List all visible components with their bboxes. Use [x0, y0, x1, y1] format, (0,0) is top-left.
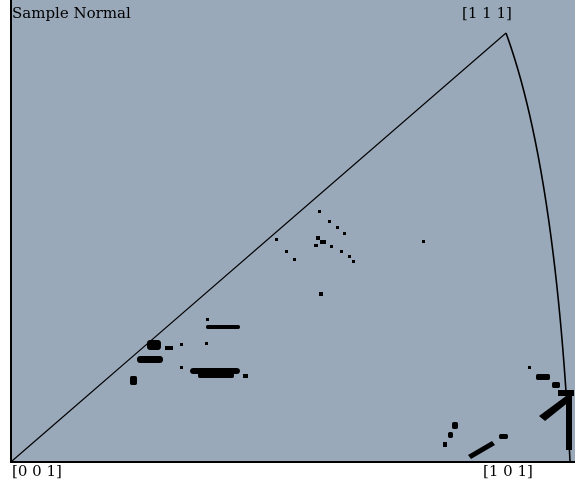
point-cluster-upper	[275, 210, 425, 296]
plot-area	[10, 0, 575, 463]
pole-label-001: [0 0 1]	[12, 462, 62, 480]
pole-label-101: [1 0 1]	[483, 462, 533, 480]
edge-001-111	[11, 32, 507, 462]
pole-label-111: [1 1 1]	[462, 4, 512, 22]
plot-title: Sample Normal	[12, 4, 131, 22]
point-cluster-left	[130, 318, 248, 385]
edge-111-101	[505, 32, 571, 462]
point-cluster-right	[443, 366, 574, 459]
orientation-points	[130, 210, 574, 459]
